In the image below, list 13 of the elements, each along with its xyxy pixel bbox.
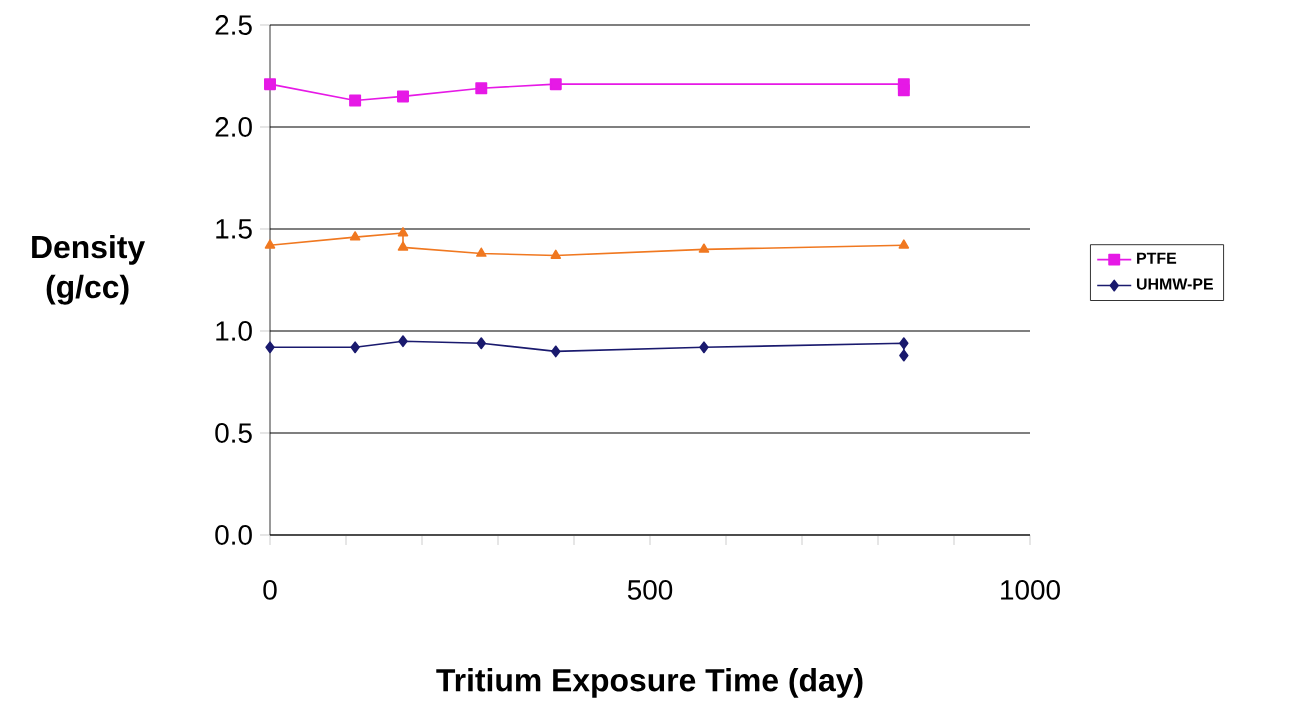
y-tick-label: 0.5: [215, 423, 252, 443]
legend-label: UHMW-PE: [1136, 278, 1213, 290]
y-tick-label: 2.0: [215, 117, 252, 137]
y-axis-title: Density (g/cc): [32, 234, 145, 305]
x-axis-title: Tritium Exposure Time (day): [436, 668, 863, 698]
x-tick-label: 1000: [1001, 580, 1060, 600]
x-tick-label: 500: [627, 580, 673, 600]
x-tick-label: 0: [263, 580, 277, 600]
y-tick-label: 1.0: [216, 321, 252, 341]
y-tick-label: 1.5: [216, 219, 252, 239]
y-tick-label: 0.0: [215, 525, 252, 545]
legend-label: PTFE: [1137, 252, 1177, 264]
y-tick-label: 2.5: [215, 15, 252, 35]
